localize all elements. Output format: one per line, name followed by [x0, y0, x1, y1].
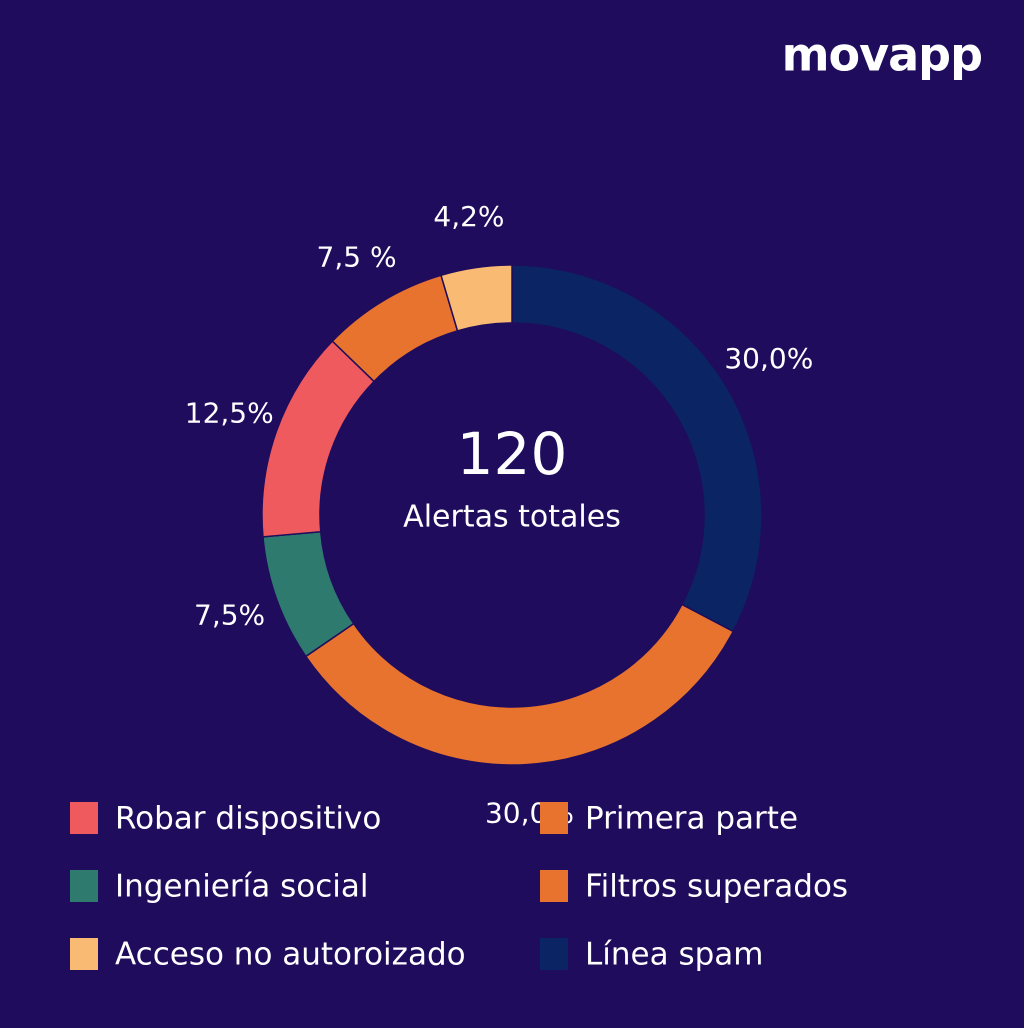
legend-swatch [70, 870, 98, 902]
donut-segment [440, 264, 513, 332]
legend-label: Línea spam [585, 937, 763, 973]
donut-segment [511, 264, 763, 633]
legend-label: Primera parte [585, 801, 798, 837]
donut-segment [304, 603, 735, 766]
value-label: 7,5% [194, 598, 265, 631]
center-value: 120 [457, 420, 568, 488]
legend-swatch [540, 802, 568, 834]
legend-label: Robar dispositivo [115, 801, 381, 837]
legend-swatch [70, 938, 98, 970]
value-label: 4,2% [433, 200, 504, 233]
legend-label: Filtros superados [585, 869, 848, 905]
legend-swatch [540, 938, 568, 970]
value-label: 12,5% [185, 397, 274, 430]
center-label: Alertas totales [403, 500, 621, 535]
legend-label: Acceso no autoroizado [115, 937, 466, 973]
legend-swatch [540, 870, 568, 902]
brand-logo: movapp [782, 28, 982, 82]
legend-swatch [70, 802, 98, 834]
legend-label: Ingeniería social [115, 869, 368, 905]
value-label: 7,5 % [317, 240, 397, 273]
value-label: 30,0% [724, 342, 813, 375]
